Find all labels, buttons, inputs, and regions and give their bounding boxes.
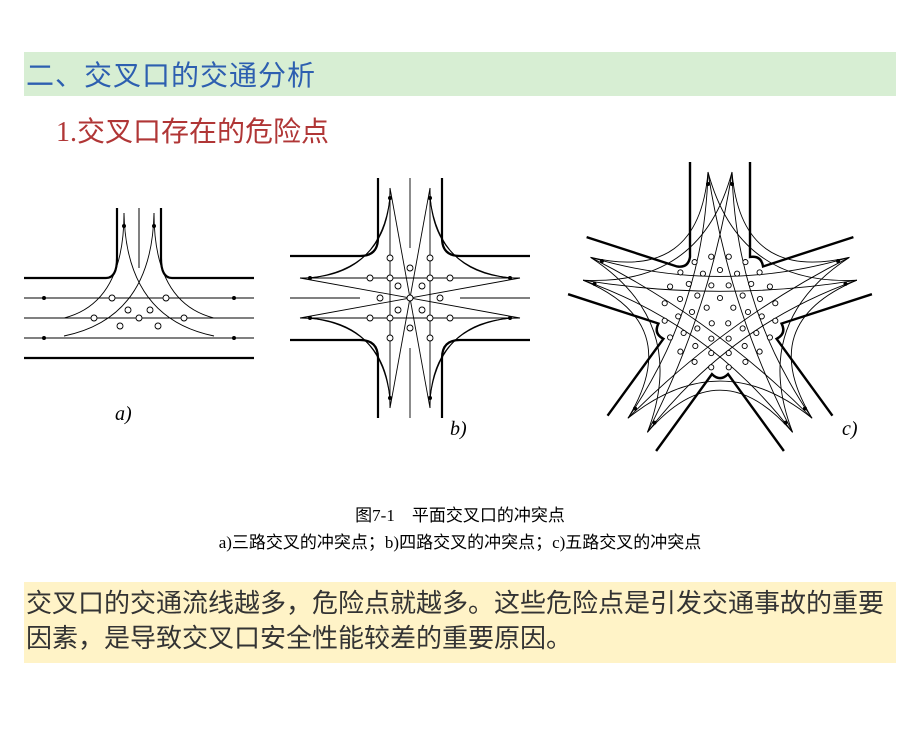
summary-box: 交叉口的交通流线越多，危险点就越多。这些危险点是引发交通事故的重要因素，是导致交… [24, 582, 896, 662]
summary-text: 交叉口的交通流线越多，危险点就越多。这些危险点是引发交通事故的重要因素，是导致交… [26, 589, 884, 653]
figure-label-a: a) [115, 403, 132, 426]
figure-label-b: b) [450, 418, 467, 441]
figure-label-c: c) [842, 418, 858, 441]
subsection-text: 1.交叉口存在的危险点 [56, 117, 329, 148]
diagram-a [24, 198, 254, 398]
section-banner: 二、交叉口的交通分析 [24, 52, 896, 96]
section-title: 二、交叉口的交通分析 [26, 61, 316, 92]
caption-detail: a)三路交叉的冲突点；b)四路交叉的冲突点；c)五路交叉的冲突点 [0, 529, 920, 556]
figure-area: a) [0, 168, 920, 498]
diagram-b [290, 178, 530, 418]
diagram-c [560, 162, 880, 462]
figure-caption: 图7-1 平面交叉口的冲突点 a)三路交叉的冲突点；b)四路交叉的冲突点；c)五… [0, 502, 920, 556]
caption-title: 图7-1 平面交叉口的冲突点 [0, 502, 920, 529]
subsection-title: 1.交叉口存在的危险点 [56, 110, 920, 150]
